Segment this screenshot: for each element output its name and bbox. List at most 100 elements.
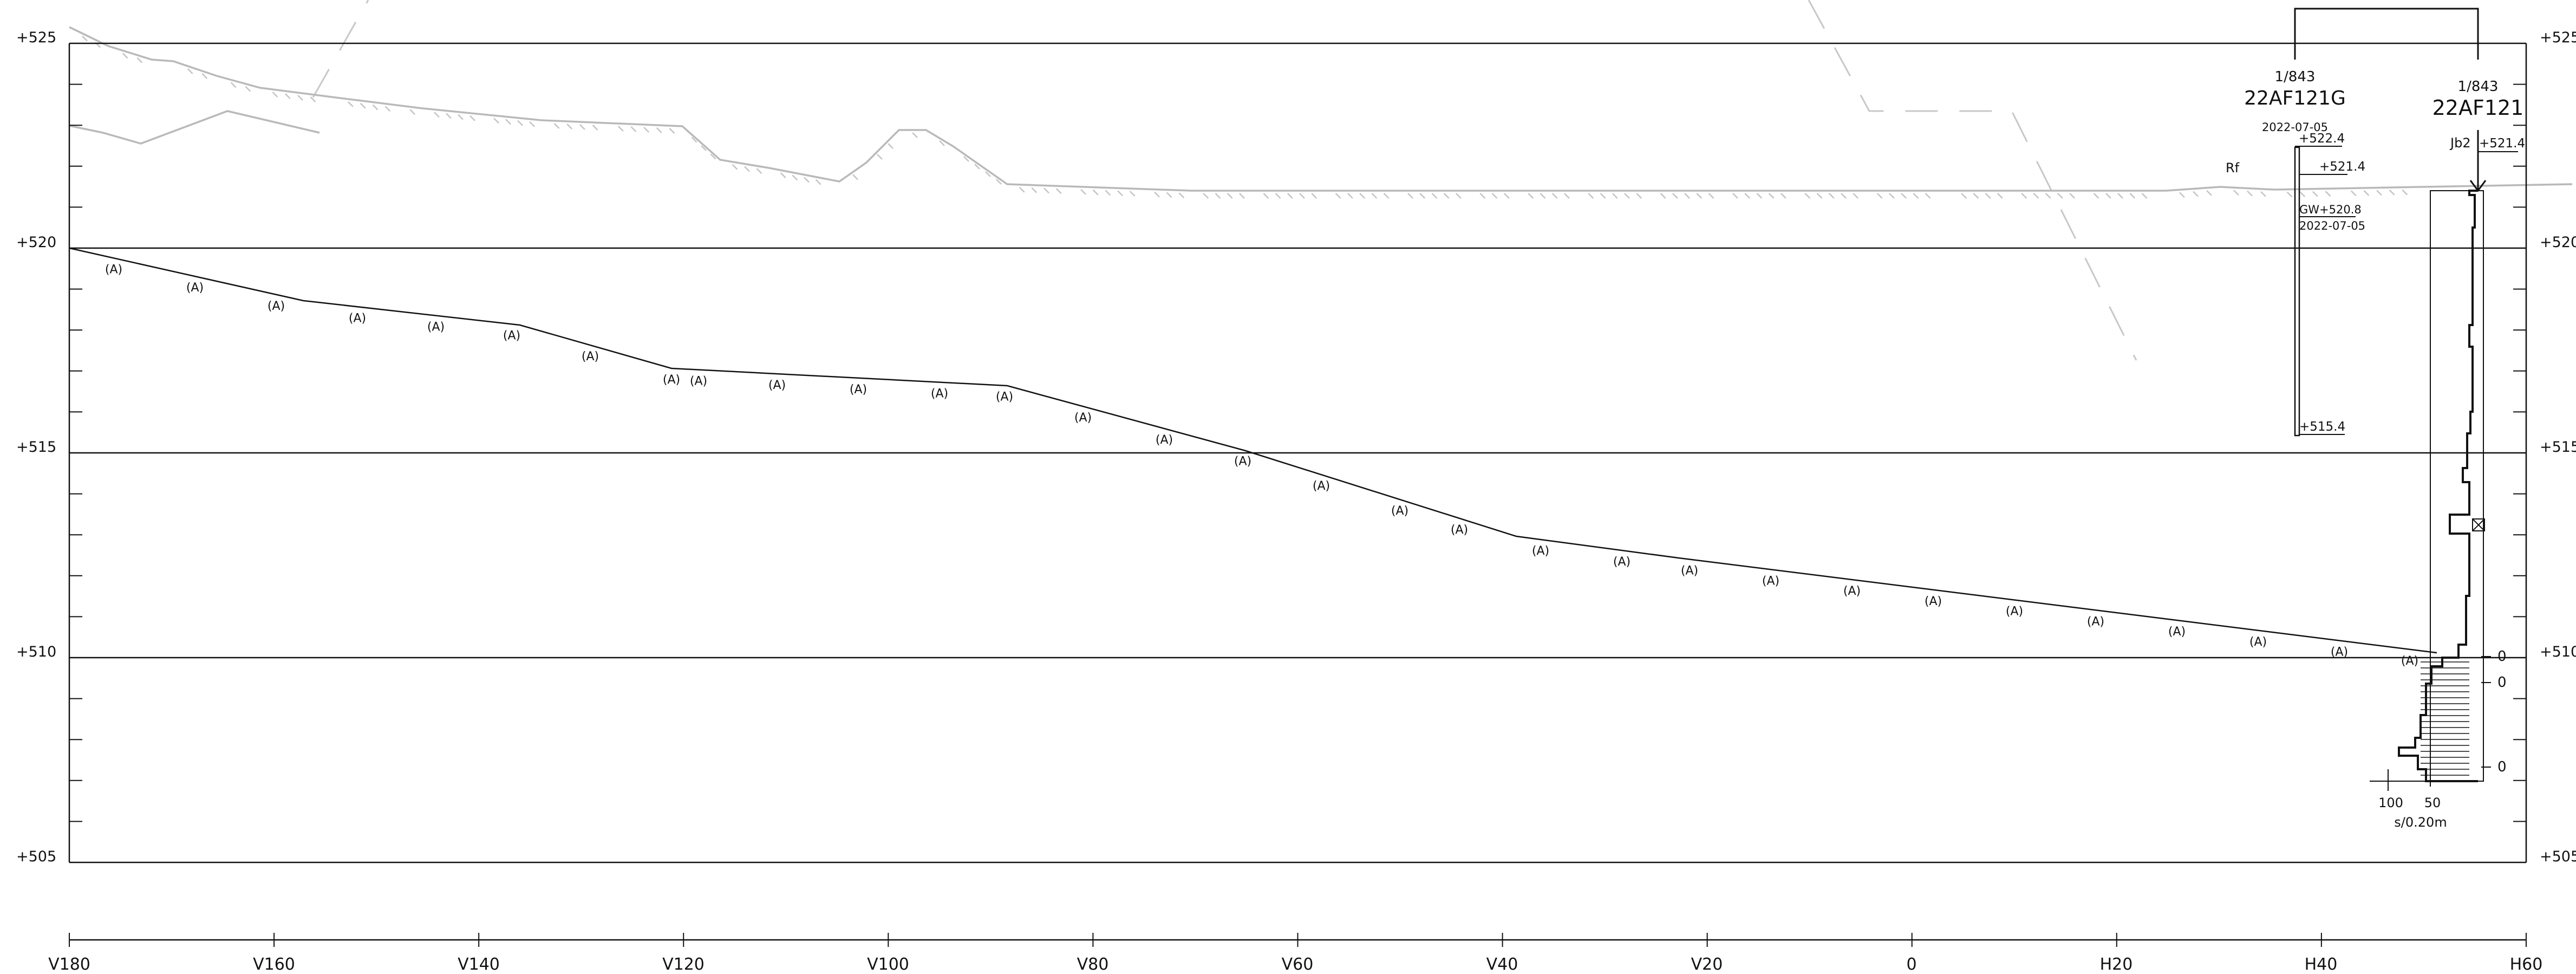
terrain-hatch-tick (1178, 192, 1185, 199)
terrain-hatch-tick (2057, 193, 2063, 199)
terrain-hatch-tick (360, 102, 366, 109)
terrain-hatch-tick (852, 174, 858, 180)
elevation-label: +505 (16, 848, 56, 865)
terrain-hatch-tick (744, 166, 750, 172)
station-label: V40 (1486, 955, 1518, 974)
rock-surface-marker: (A) (1451, 523, 1468, 537)
rock-surface-marker: (A) (2006, 605, 2023, 619)
terrain-upper-line (69, 26, 2573, 192)
rock-surface-marker: (A) (186, 281, 204, 295)
rock-surface-marker: (A) (1762, 574, 1779, 588)
terrain-hatch-tick (272, 92, 278, 98)
terrain-hatch-tick (643, 127, 649, 133)
terrain-hatch-tick (1804, 193, 1811, 199)
terrain-hatch-tick (592, 125, 598, 131)
terrain-hatch-tick (792, 174, 798, 181)
terrain-hatch-tick (1347, 193, 1353, 199)
terrain-hatch-tick (1287, 193, 1293, 199)
terrain-hatch-tick (1636, 193, 1642, 199)
dashed-construction-lines (312, 0, 2137, 361)
rock-surface-marker: (A) (690, 375, 707, 388)
terrain-hatch-tick (2247, 190, 2253, 197)
connector-bracket (2294, 8, 2479, 60)
terrain-hatch-tick (1117, 190, 1123, 197)
scale-label-50: 50 (2424, 795, 2441, 810)
elevation-label: +520 (16, 234, 56, 251)
terrain-hatch-tick (630, 126, 637, 132)
terrain-hatch-tick (912, 132, 918, 138)
terrain-hatch-tick (136, 57, 143, 63)
terrain-hatch-tick (2117, 193, 2123, 199)
terrain-hatch-tick (1503, 193, 1510, 199)
terrain-hatch-tick (505, 119, 511, 125)
terrain-hatch-tick (230, 82, 237, 88)
terrain-hatch-tick (82, 35, 88, 42)
elevation-label: +515 (2540, 439, 2576, 456)
terrain-hatch-tick (756, 168, 762, 174)
terrain-hatch-tick (517, 120, 523, 126)
terrain-hatch-tick (1732, 193, 1738, 199)
terrain-hatch-tick (656, 127, 662, 133)
gw-date-top: 2022-07-05 (2262, 121, 2328, 134)
rock-surface-marker: (A) (2401, 654, 2418, 668)
gw-borehole-id: 22AF121G (2244, 87, 2346, 109)
elevation-label: +525 (16, 29, 56, 46)
rock-surface-marker: (A) (1925, 595, 1942, 608)
station-label: V60 (1282, 955, 1314, 974)
terrain-hatch-tick (1997, 193, 2003, 199)
gw-ground-code: Rf (2226, 160, 2240, 176)
main-code: Jb2 (2449, 135, 2471, 151)
terrain-hatch-tick (1092, 189, 1099, 196)
terrain-hatch-tick (1491, 193, 1498, 199)
zero-label: 0 (2497, 674, 2507, 691)
terrain-hatch-tick (469, 115, 475, 121)
rock-surface-marker: (A) (105, 263, 122, 276)
terrain-hatch-tick (347, 101, 354, 107)
terrain-hatch-tick (201, 73, 208, 79)
terrain-hatch-tick (669, 128, 675, 134)
terrain-hatch-tick (2093, 193, 2099, 199)
rock-surface-marker: (A) (768, 379, 786, 392)
terrain-hatch-tick (1311, 193, 1318, 199)
terrain-hatch-tick (2105, 193, 2111, 199)
terrain-hatch-tick (996, 179, 1002, 185)
terrain-hatch-tick (1624, 193, 1630, 199)
terrain-hatch-tick (2193, 191, 2199, 197)
terrain-hatch-tick (1768, 193, 1775, 199)
rock-surface-marker: (A) (931, 387, 948, 401)
terrain-hatch-tick (2233, 190, 2239, 196)
rock-surface-marker: (A) (1074, 411, 1092, 425)
zero-label: 0 (2497, 759, 2507, 775)
terrain-hatch-tick (1588, 193, 1594, 199)
terrain-hatch-tick (710, 153, 716, 160)
terrain-hatch-tick (1215, 193, 1221, 199)
terrain-hatch-tick (963, 156, 969, 162)
terrain-hatch-tick (1419, 193, 1426, 199)
elevation-label: +510 (2540, 644, 2576, 660)
terrain-hatch-tick (553, 123, 560, 129)
elevation-label: +525 (2540, 29, 2576, 46)
station-label: V80 (1077, 955, 1109, 974)
terrain-hatch-tick (566, 124, 573, 129)
rock-surface-marker: (A) (996, 391, 1013, 404)
terrain-hatch-tick (1335, 193, 1341, 199)
terrain-hatch-tick (1239, 193, 1245, 199)
elevation-label: +510 (16, 644, 56, 660)
terrain-hatch-tick (1564, 193, 1570, 199)
station-label: V140 (458, 955, 500, 974)
terrain-hatch-tick (1154, 191, 1160, 198)
gw-ground-level: +521.4 (2319, 160, 2365, 174)
main-borehole-id: 22AF121 (2432, 96, 2524, 120)
terrain-hatch-tick (1756, 193, 1763, 199)
station-label: V20 (1691, 955, 1723, 974)
terrain-lower-line (69, 110, 320, 145)
terrain-hatch-tick (2021, 193, 2027, 199)
terrain-hatch-tick (1044, 187, 1049, 194)
elevation-ticks (69, 83, 2526, 822)
resistance-scale (2370, 769, 2479, 791)
terrain-hatch-tick (1431, 193, 1438, 199)
terrain-hatch-tick (2179, 192, 2185, 198)
terrain-surface (69, 26, 2573, 192)
terrain-hatch-tick (1696, 193, 1703, 199)
